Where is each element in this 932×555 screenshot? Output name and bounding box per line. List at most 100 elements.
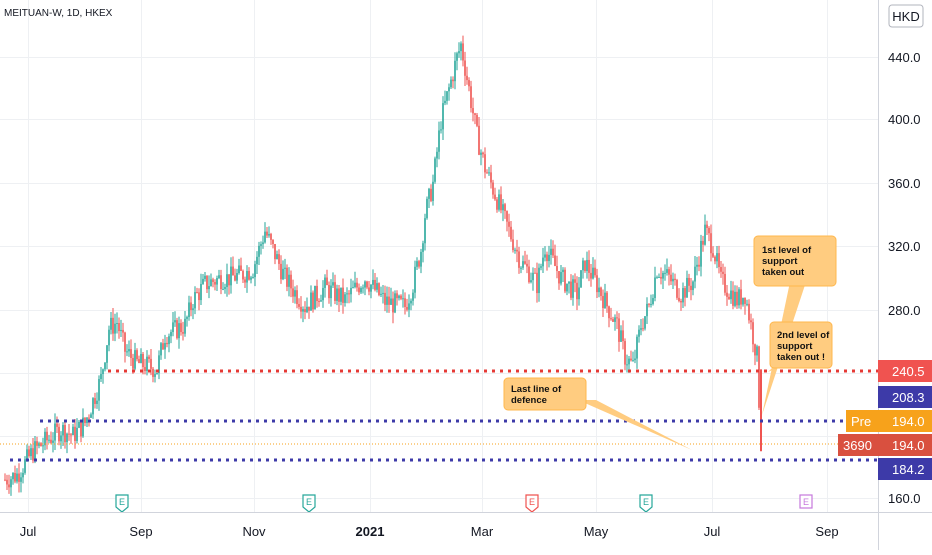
earnings-marker-2[interactable]: E	[302, 494, 316, 513]
candle-body	[610, 318, 612, 320]
candle-body	[494, 194, 496, 200]
candle-body	[166, 342, 168, 345]
candle-body	[164, 342, 166, 350]
candle-body	[162, 343, 164, 350]
candle-body	[692, 281, 694, 291]
candle-body	[628, 358, 630, 365]
candle-body	[76, 427, 78, 442]
candle-body	[268, 234, 270, 236]
candle-body	[342, 287, 344, 303]
candle-body	[280, 263, 282, 280]
candle-body	[756, 346, 758, 356]
candle-body	[338, 288, 340, 302]
price-tag-last[interactable]: 3690 194.0	[838, 434, 932, 456]
candle-body	[172, 322, 174, 333]
price-tag-pre[interactable]: Pre 194.0	[846, 410, 932, 432]
callout-second-support[interactable]: 2nd level of support taken out !	[768, 321, 833, 372]
candle-body	[590, 272, 592, 279]
svg-text:E: E	[306, 497, 312, 507]
candle-body	[438, 130, 440, 152]
price-tag-240[interactable]: 240.5	[878, 360, 932, 382]
candle-body	[232, 266, 234, 276]
candle-body	[226, 274, 228, 288]
candle-body	[612, 319, 614, 322]
candle-body	[644, 316, 646, 329]
candle-body	[132, 357, 134, 369]
earnings-marker-3[interactable]: E	[525, 494, 539, 513]
candle-body	[420, 251, 422, 267]
price-axis[interactable]: HKD 440.0 400.0 360.0 320.0 280.0 160.0 …	[838, 0, 932, 550]
currency-badge[interactable]: HKD	[888, 4, 924, 28]
earnings-marker-4[interactable]: E	[639, 494, 653, 513]
price-tag-184[interactable]: 184.2	[878, 458, 932, 480]
candle-body	[718, 253, 720, 268]
candle-body	[184, 318, 186, 334]
candle-body	[22, 472, 24, 478]
candle-body	[106, 345, 108, 363]
candle-body	[532, 272, 534, 281]
candle-body	[376, 283, 378, 290]
x-tick-jul-2021: Jul	[704, 524, 721, 539]
svg-text:E: E	[803, 497, 809, 507]
candle-body	[592, 267, 594, 279]
time-axis[interactable]: Jul Sep Nov 2021 Mar May Jul Sep	[0, 512, 932, 550]
callout-first-line2: support	[762, 256, 798, 267]
candle-body	[476, 114, 478, 126]
candle-body	[404, 298, 406, 307]
candle-body-last	[760, 369, 762, 452]
candle-body	[662, 272, 664, 279]
candle-body	[534, 272, 536, 274]
candle-body	[210, 279, 212, 287]
candle-body	[234, 275, 236, 281]
candle-body	[222, 288, 224, 290]
candle-body	[68, 433, 70, 435]
candle-body	[356, 282, 358, 288]
earnings-marker-1[interactable]: E	[115, 494, 129, 513]
earnings-marker-5[interactable]: E	[799, 494, 813, 509]
callout-first-support[interactable]: 1st level of support taken out	[753, 235, 837, 415]
candle-body	[102, 369, 104, 375]
candle-body	[28, 449, 30, 457]
candle-body	[448, 87, 450, 92]
callout-last-defence[interactable]: Last line of defence	[503, 377, 692, 450]
x-tick-sep-2021: Sep	[815, 524, 838, 539]
candle-body	[746, 303, 748, 305]
candle-body	[182, 332, 184, 334]
candle-body	[66, 433, 68, 443]
candle-body	[248, 270, 250, 280]
candle-body	[114, 323, 116, 334]
candle-body	[688, 277, 690, 286]
svg-text:240.5: 240.5	[892, 364, 925, 379]
candle-body	[576, 282, 578, 300]
candle-body	[12, 472, 14, 480]
candle-body	[152, 368, 154, 377]
candle-body	[698, 264, 700, 267]
candle-body	[754, 344, 756, 356]
candle-body	[634, 358, 636, 361]
candle-body	[446, 91, 448, 101]
candle-body	[202, 278, 204, 284]
symbol-title[interactable]: MEITUAN-W, 1D, HKEX	[4, 8, 113, 19]
candle-body	[470, 86, 472, 109]
candle-body	[436, 151, 438, 159]
candle-body	[26, 449, 28, 460]
candle-body	[330, 285, 332, 299]
y-tick-440: 440.0	[888, 50, 921, 65]
earnings-markers: E E E E E	[115, 494, 813, 513]
candle-body	[16, 473, 18, 482]
price-tag-208[interactable]: 208.3	[878, 386, 932, 408]
candle-body	[294, 290, 296, 297]
candle-body	[306, 306, 308, 313]
candle-body	[188, 302, 190, 318]
candle-body	[74, 426, 76, 442]
candle-body	[90, 414, 92, 418]
candle-body	[690, 285, 692, 291]
candle-body	[174, 320, 176, 323]
candle-body	[510, 226, 512, 240]
candle-body	[410, 300, 412, 304]
candle-body	[408, 303, 410, 310]
candle-body	[312, 292, 314, 310]
candle-body	[650, 303, 652, 305]
candle-body	[524, 261, 526, 264]
